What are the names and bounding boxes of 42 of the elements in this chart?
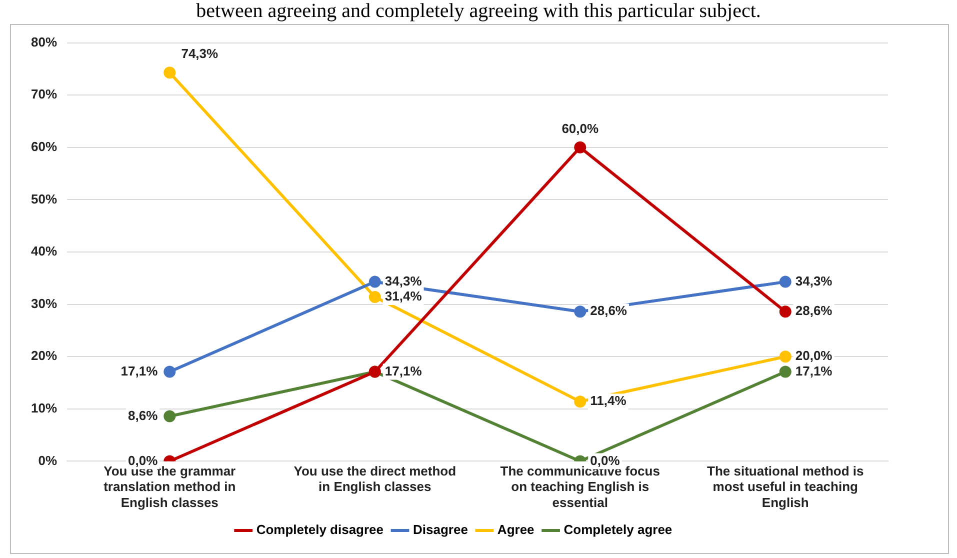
legend-label: Completely agree [564, 522, 672, 538]
data-label: 74,3% [181, 46, 219, 62]
data-label: 11,4% [590, 393, 627, 408]
y-tick-label: 50% [30, 191, 58, 206]
data-label: 28,6% [590, 303, 628, 318]
data-label: 34,3% [384, 273, 422, 288]
legend-label: Disagree [413, 522, 468, 538]
point [368, 276, 381, 288]
point [574, 396, 586, 408]
y-tick-label: 40% [30, 244, 58, 259]
x-tick-label: The situational method is most useful in teaching English [707, 464, 864, 510]
data-label: 17,1% [384, 363, 422, 378]
point [368, 290, 381, 303]
data-label: 31,4% [384, 288, 422, 304]
x-tick-label: You use the direct method in English classes [294, 464, 456, 494]
point [164, 410, 176, 422]
y-tick-label: 20% [30, 348, 58, 364]
y-tick-label: 0% [38, 452, 58, 468]
y-tick-label: 70% [30, 86, 58, 102]
y-tick-label: 60% [30, 138, 58, 154]
y-tick-label: 10% [30, 400, 58, 416]
data-label: 8,6% [128, 408, 158, 423]
y-tick-label: 80% [30, 34, 58, 50]
legend-label: Agree [497, 522, 534, 538]
data-label: 60,0% [562, 120, 600, 136]
point [779, 350, 792, 363]
data-label: 28,6% [795, 303, 833, 318]
point [779, 306, 792, 318]
data-label: 17,1% [120, 363, 158, 378]
point [574, 306, 586, 318]
legend-label: Completely disagree [256, 522, 384, 538]
data-label: 20,0% [795, 348, 833, 364]
point [164, 66, 176, 79]
point [164, 366, 176, 378]
data-label: 34,3% [795, 273, 833, 288]
text: between agreeing and completely agreeing with this particular subject. [195, 0, 762, 22]
data-label: 17,1% [795, 363, 833, 378]
point [779, 276, 792, 288]
point [779, 366, 792, 378]
data-label: 0,0% [590, 452, 620, 468]
y-tick-label: 30% [30, 296, 58, 311]
point [574, 141, 586, 154]
